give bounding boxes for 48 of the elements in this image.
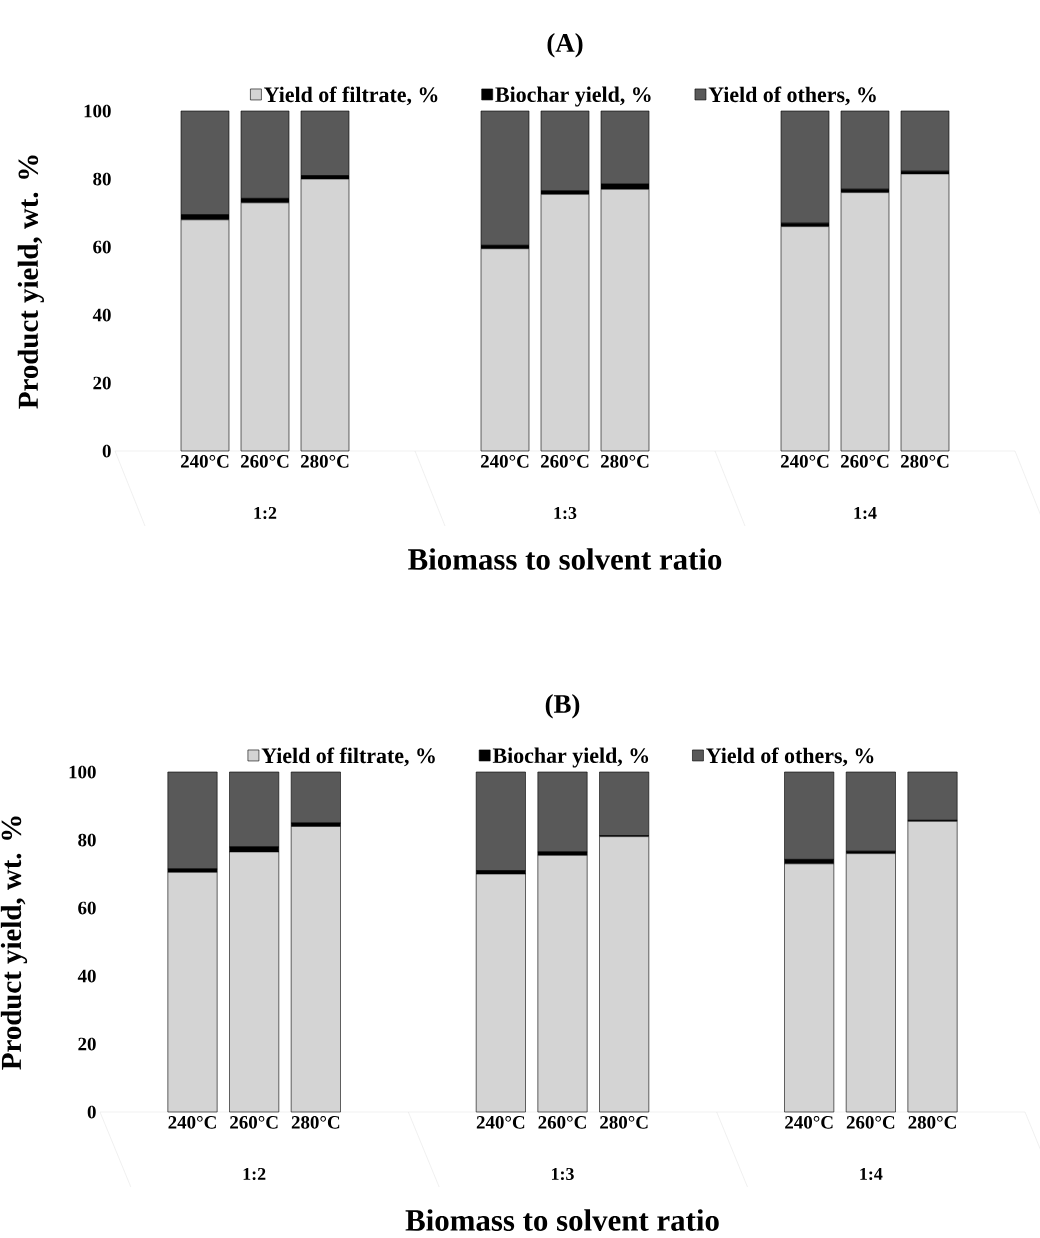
legend-label: Yield of filtrate, % (264, 86, 438, 106)
x-tick-label: 240°C (180, 454, 229, 468)
y-tick-label: 40 (77, 969, 96, 983)
y-tick-label: 0 (87, 1105, 96, 1119)
text: 1:3 (554, 506, 577, 520)
x-tick-label: 260°C (538, 1115, 586, 1129)
x-tick-label: 240°C (168, 1115, 216, 1129)
chart-title: (A) (547, 33, 583, 58)
x-tick-label: 240°C (480, 454, 529, 468)
legend-label: Biochar yield, % (495, 86, 651, 107)
y-tick-label: 100 (84, 104, 111, 118)
y-tick-label: 100 (69, 765, 96, 779)
text: 1:3 (551, 1167, 574, 1181)
x-tick-label: 280°C (291, 1115, 340, 1129)
x-tick-label: 280°C (900, 454, 949, 468)
x-tick-label: 280°C (600, 454, 649, 468)
y-axis-title: Product yield, wt. % (0, 816, 28, 1070)
x-tick-label: 260°C (840, 454, 889, 468)
y-tick-label: 80 (78, 833, 96, 847)
x-tick-label: 280°C (600, 1115, 648, 1129)
text: 1:4 (854, 506, 877, 520)
chart-title: (B) (545, 694, 580, 719)
y-tick-label: 40 (92, 308, 111, 322)
x-tick-label: 260°C (240, 454, 289, 468)
x-tick-label: 260°C (540, 454, 589, 468)
x-axis-title: Biomass to solvent ratio (408, 548, 722, 570)
x-tick-label: 240°C (476, 1115, 525, 1129)
x-tick-label: 240°C (780, 454, 829, 468)
x-tick-label: 260°C (230, 1115, 278, 1129)
y-tick-label: 80 (93, 172, 111, 186)
legend-label: Biochar yield, % (492, 747, 649, 768)
x-axis-title: Biomass to solvent ratio (405, 1209, 719, 1231)
y-tick-label: 0 (102, 444, 111, 458)
x-tick-label: 240°C (785, 1115, 833, 1129)
legend-label: Yield of others, % (708, 86, 876, 106)
y-tick-label: 60 (78, 901, 96, 915)
text: 1:2 (254, 506, 277, 520)
x-tick-label: 280°C (908, 1115, 956, 1129)
x-tick-label: 280°C (300, 454, 349, 468)
legend-label: Yield of filtrate, % (261, 747, 435, 767)
y-tick-label: 20 (78, 1037, 96, 1051)
text: 1:2 (243, 1167, 266, 1181)
y-axis-title: Product yield, wt. % (17, 155, 44, 409)
x-tick-label: 260°C (846, 1115, 895, 1129)
y-tick-label: 20 (93, 376, 111, 390)
y-tick-label: 60 (93, 240, 111, 254)
legend-label: Yield of others, % (706, 747, 874, 767)
text: 1:4 (860, 1167, 883, 1181)
